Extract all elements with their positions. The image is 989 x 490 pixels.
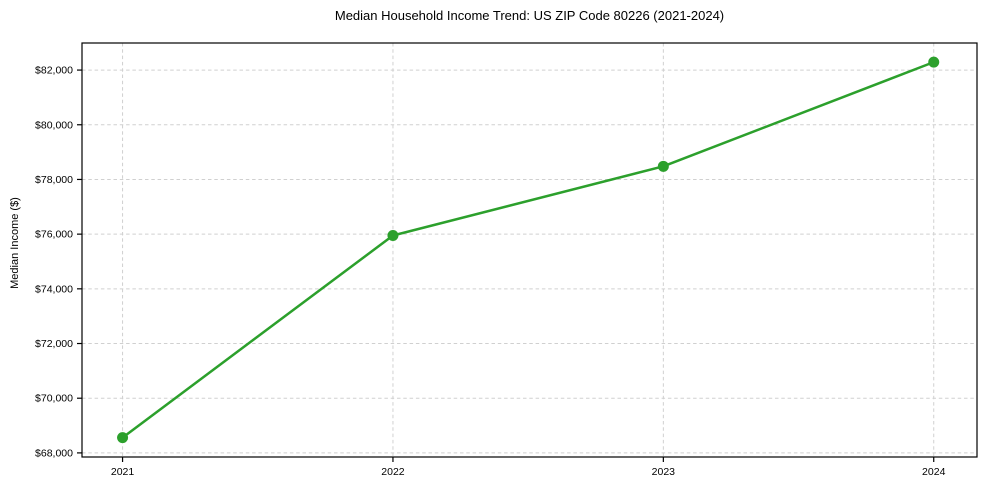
y-tick-label: $76,000	[35, 229, 73, 241]
data-point	[117, 432, 129, 444]
trend-line	[121, 60, 935, 439]
x-tick-label: 2022	[381, 466, 405, 478]
x-tick-label: 2021	[111, 466, 135, 478]
plot-frame	[81, 42, 978, 458]
chart-title: Median Household Income Trend: US ZIP Co…	[334, 8, 725, 23]
y-tick-label: $82,000	[35, 65, 73, 77]
x-tick-label: 2024	[922, 466, 946, 478]
y-tick-label: $74,000	[35, 283, 73, 295]
y-tick-label: $78,000	[35, 174, 73, 186]
x-tick-label: 2023	[652, 466, 676, 478]
y-tick-label: $80,000	[35, 119, 73, 131]
data-point	[657, 160, 669, 172]
y-tick-label: $70,000	[35, 393, 73, 405]
data-point	[387, 230, 399, 242]
y-tick-label: $68,000	[35, 447, 73, 459]
data-point	[928, 56, 940, 68]
y-tick-label: $72,000	[35, 338, 73, 350]
